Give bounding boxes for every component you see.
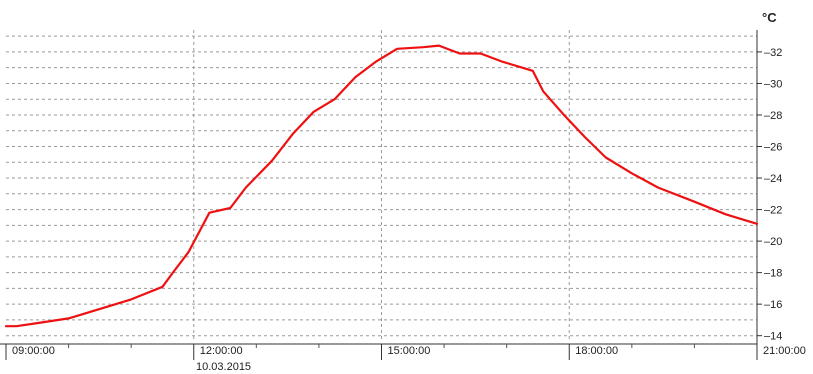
y-tick-label: –26 [764,142,782,154]
y-tick-label: –32 [764,47,782,59]
x-axis-tick-labels: 09:00:00 12:00:00 15:00:00 18:00:00 21:00:00 [12,345,806,357]
x-tick-label: 18:00:00 [575,345,618,357]
temperature-series-line [4,44,759,328]
y-tick-label: –30 [764,78,782,90]
y-tick-label: –16 [764,299,782,311]
y-tick-label: –14 [764,331,782,343]
x-tick-label: 09:00:00 [12,345,55,357]
chart-axes [0,30,762,360]
y-tick-label: –28 [764,110,782,122]
x-axis-date-label: 10.03.2015 [196,361,251,373]
y-axis-unit-label: °C [762,10,777,25]
y-axis-tick-labels: –14 –16 –18 –20 –22 –24 –26 –28 –30 –32 [764,47,782,343]
x-tick-label: 21:00:00 [763,345,806,357]
y-tick-label: –24 [764,173,782,185]
y-tick-label: –22 [764,205,782,217]
x-tick-label: 15:00:00 [388,345,431,357]
y-tick-label: –18 [764,268,782,280]
chart-grid [6,30,757,342]
x-tick-label: 12:00:00 [200,345,243,357]
y-tick-label: –20 [764,236,782,248]
